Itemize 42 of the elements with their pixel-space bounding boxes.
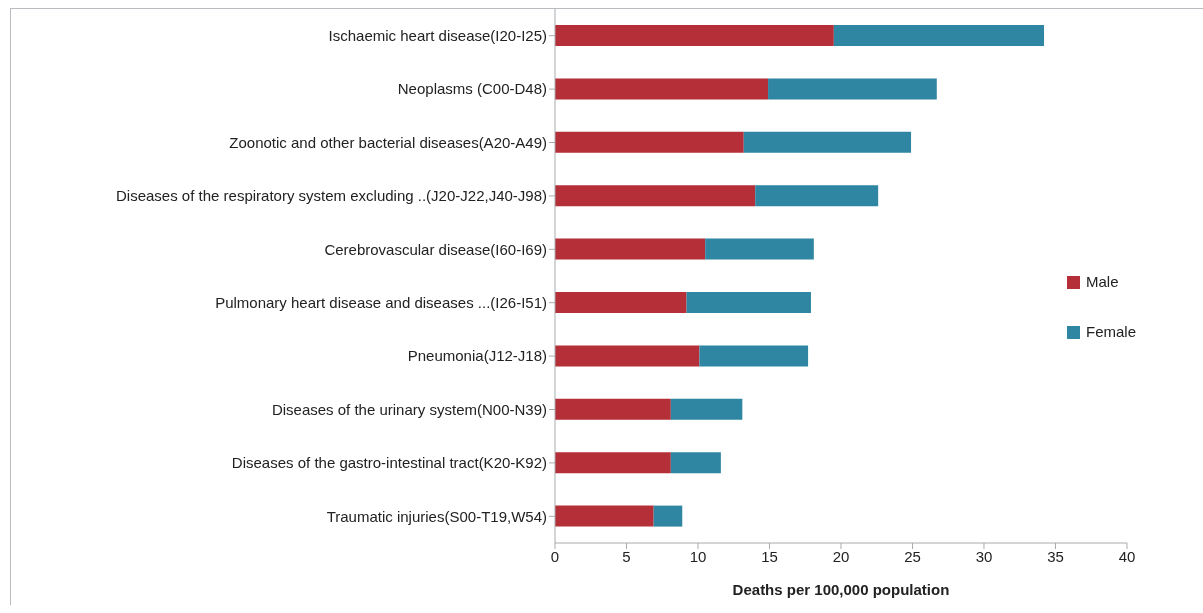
y-tick-label: Pulmonary heart disease and diseases ...(I26-I51) [215,294,547,312]
bar [555,238,706,260]
x-tick-label: 40 [1118,547,1136,565]
y-tick-label: Traumatic injuries(S00-T19,W54) [326,507,547,525]
x-tick-label: 15 [761,547,778,565]
bar [755,185,879,207]
x-tick-label: 35 [1047,547,1064,565]
bar [833,25,1045,46]
bar [555,292,687,313]
x-tick-label: 5 [622,547,631,565]
y-tick-label: Pneumonia(J12-J18) [407,347,547,365]
bar [705,238,814,260]
bar [653,505,683,527]
bar [699,345,809,367]
legend-label: Female [1085,322,1136,342]
y-tick-label: Diseases of the gastro-intestinal tract(K20-K92) [231,454,547,472]
bar [670,452,721,474]
bar [686,292,811,313]
y-tick-label: Neoplasms (C00-D48) [397,80,547,98]
y-tick-label: Ischaemic heart disease(I20-I25) [328,27,547,45]
bar [555,505,654,527]
bar [555,78,769,100]
y-tick-label: Cerebrovascular disease(I60-I69) [324,240,547,258]
x-tick-label: 30 [975,547,993,565]
bar [768,78,937,100]
bar [555,25,834,46]
y-tick-label: Zoonotic and other bacterial diseases(A20-A49) [229,133,547,151]
bar [555,131,744,153]
bar [555,398,671,420]
x-tick-label: 10 [689,547,707,565]
y-tick-label: Diseases of the respiratory system excluding ..(J20-J22,J40-J98) [115,187,547,205]
bar [743,131,912,153]
bar [555,345,700,367]
bar [555,185,756,207]
bar [555,452,671,474]
x-axis-title: Deaths per 100,000 population [732,581,950,598]
x-tick-label: 20 [832,547,850,565]
bar [670,398,743,420]
x-tick-label: 25 [904,547,921,565]
x-tick-label: 0 [550,547,560,565]
legend-label: Male [1085,272,1119,292]
y-tick-label: Diseases of the urinary system(N00-N39) [271,400,547,418]
